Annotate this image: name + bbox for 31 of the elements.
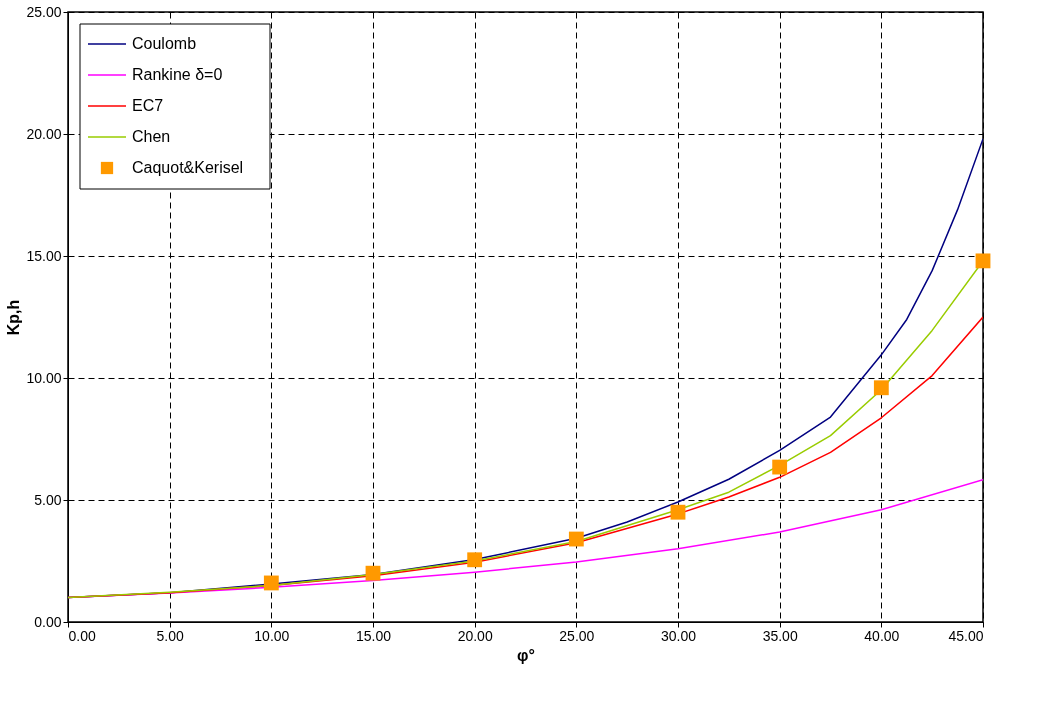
legend-label: Chen [132,128,171,145]
x-tick-label: 0.00 [68,627,96,644]
x-tick-label: 10.00 [254,627,290,644]
x-tick-label: 5.00 [156,627,184,644]
y-tick-label: 0.00 [34,613,62,630]
legend-label: Rankine δ=0 [132,66,223,83]
y-axis-title: Kp,h [5,299,23,336]
x-tick-label: 15.00 [355,627,392,644]
y-tick-label: 15.00 [26,247,62,264]
y-tick-label: 5.00 [34,491,62,508]
point [670,504,686,520]
legend-label: EC7 [132,97,164,114]
y-tick-label: 10.00 [26,369,62,386]
y-tick-label: 25.00 [26,3,62,20]
point [975,253,991,269]
x-axis-title: φ° [517,646,535,664]
x-tick-label: 20.00 [457,627,493,644]
x-tick-label: 40.00 [864,627,900,644]
point [772,459,788,475]
point [263,575,279,591]
point [873,380,889,396]
x-tick-label: 25.00 [559,627,595,644]
y-tick-label: 20.00 [26,125,62,142]
point [365,565,381,581]
x-tick-label: 45.00 [948,627,984,644]
point [467,552,483,568]
legend-label: Coulomb [132,35,197,52]
point [568,531,584,547]
legend-label: Caquot&Kerisel [132,159,244,176]
x-tick-label: 30.00 [660,627,697,644]
x-tick-label: 35.00 [762,627,798,644]
